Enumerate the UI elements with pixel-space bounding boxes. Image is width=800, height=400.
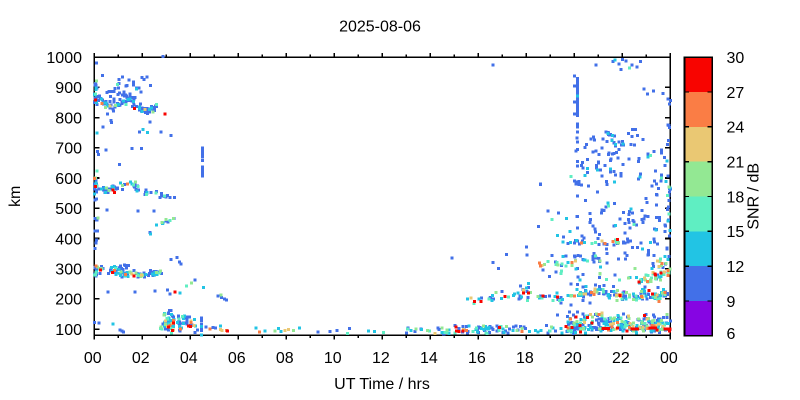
svg-text:12: 12 [372,350,390,367]
svg-text:02: 02 [132,350,150,367]
svg-text:12: 12 [727,259,745,276]
svg-text:18: 18 [727,189,745,206]
svg-text:10: 10 [324,350,342,367]
svg-text:100: 100 [55,322,82,339]
svg-text:9: 9 [727,294,736,311]
svg-text:600: 600 [55,171,82,188]
svg-text:900: 900 [55,80,82,97]
svg-text:15: 15 [727,224,745,241]
svg-text:16: 16 [468,350,486,367]
svg-text:300: 300 [55,262,82,279]
svg-text:SNR / dB: SNR / dB [746,163,763,230]
svg-text:20: 20 [564,350,582,367]
svg-text:800: 800 [55,110,82,127]
svg-text:14: 14 [420,350,438,367]
svg-text:08: 08 [276,350,294,367]
svg-text:700: 700 [55,141,82,158]
svg-text:18: 18 [516,350,534,367]
svg-text:6: 6 [727,326,736,343]
svg-text:500: 500 [55,201,82,218]
svg-text:400: 400 [55,231,82,248]
svg-text:km: km [7,186,24,207]
svg-text:1000: 1000 [46,50,82,67]
svg-text:22: 22 [612,350,630,367]
svg-text:UT Time / hrs: UT Time / hrs [334,376,430,393]
svg-text:00: 00 [660,350,678,367]
svg-text:21: 21 [727,154,745,171]
svg-text:27: 27 [727,85,745,102]
svg-text:2025-08-06: 2025-08-06 [339,19,421,36]
svg-text:30: 30 [727,50,745,67]
svg-text:04: 04 [180,350,198,367]
svg-text:24: 24 [727,120,745,137]
svg-text:200: 200 [55,292,82,309]
svg-text:06: 06 [228,350,246,367]
svg-text:00: 00 [84,350,102,367]
